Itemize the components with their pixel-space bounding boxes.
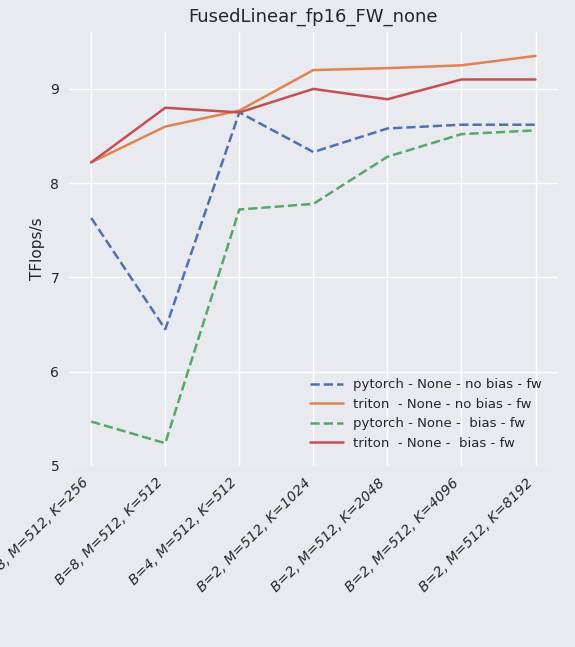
triton  - None - no bias - fw (384, 64, 391, 72)
Line: triton  - None - no bias - fw: triton - None - no bias - fw (91, 56, 535, 162)
pytorch - None - no bias - fw (88, 214, 95, 222)
triton  - None - no bias - fw (236, 107, 243, 115)
Legend: pytorch - None - no bias - fw, triton  - None - no bias - fw, pytorch - None -  : pytorch - None - no bias - fw, triton - … (300, 369, 551, 459)
pytorch - None - no bias - fw (384, 125, 391, 133)
triton  - None -  bias - fw (310, 85, 317, 93)
triton  - None - no bias - fw (162, 123, 168, 131)
pytorch - None -  bias - fw (162, 439, 168, 447)
triton  - None - no bias - fw (310, 66, 317, 74)
pytorch - None - no bias - fw (532, 121, 539, 129)
triton  - None -  bias - fw (88, 159, 95, 166)
pytorch - None - no bias - fw (162, 325, 168, 333)
Line: pytorch - None -  bias - fw: pytorch - None - bias - fw (91, 130, 535, 443)
triton  - None - no bias - fw (88, 159, 95, 166)
triton  - None -  bias - fw (384, 95, 391, 103)
pytorch - None -  bias - fw (384, 153, 391, 160)
pytorch - None -  bias - fw (458, 130, 465, 138)
triton  - None -  bias - fw (532, 76, 539, 83)
Y-axis label: TFlops/s: TFlops/s (30, 218, 45, 280)
Title: FusedLinear_fp16_FW_none: FusedLinear_fp16_FW_none (189, 7, 438, 25)
triton  - None -  bias - fw (458, 76, 465, 83)
triton  - None -  bias - fw (162, 104, 168, 112)
triton  - None - no bias - fw (532, 52, 539, 60)
Line: triton  - None -  bias - fw: triton - None - bias - fw (91, 80, 535, 162)
pytorch - None - no bias - fw (310, 148, 317, 156)
Line: pytorch - None - no bias - fw: pytorch - None - no bias - fw (91, 113, 535, 329)
pytorch - None - no bias - fw (236, 109, 243, 116)
triton  - None - no bias - fw (458, 61, 465, 69)
pytorch - None -  bias - fw (236, 206, 243, 214)
pytorch - None - no bias - fw (458, 121, 465, 129)
pytorch - None -  bias - fw (310, 200, 317, 208)
pytorch - None -  bias - fw (532, 126, 539, 134)
triton  - None -  bias - fw (236, 109, 243, 116)
pytorch - None -  bias - fw (88, 418, 95, 426)
